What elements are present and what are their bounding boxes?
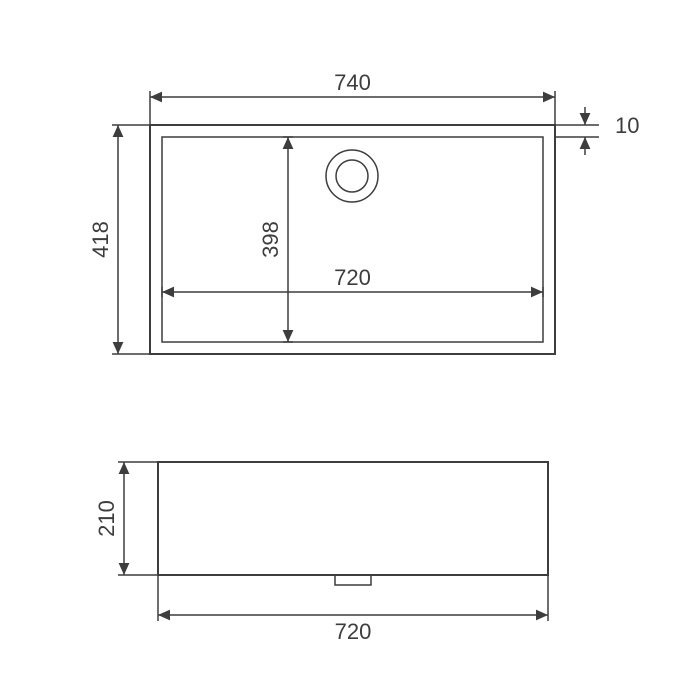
dim-210: 210 xyxy=(94,500,119,537)
dim-418: 418 xyxy=(88,221,113,258)
dim-720-top: 720 xyxy=(334,265,371,290)
top-inner-rect xyxy=(162,137,543,342)
dimension-drawing: 740 418 398 720 10 210 720 xyxy=(0,0,700,700)
dim-10: 10 xyxy=(615,113,639,138)
dim-740: 740 xyxy=(334,70,371,95)
dim-398: 398 xyxy=(258,221,283,258)
dim-720-side: 720 xyxy=(335,619,372,644)
drain-inner xyxy=(336,160,368,192)
drain-outer xyxy=(326,150,378,202)
drain-notch xyxy=(335,575,371,585)
side-outer-rect xyxy=(158,462,548,575)
